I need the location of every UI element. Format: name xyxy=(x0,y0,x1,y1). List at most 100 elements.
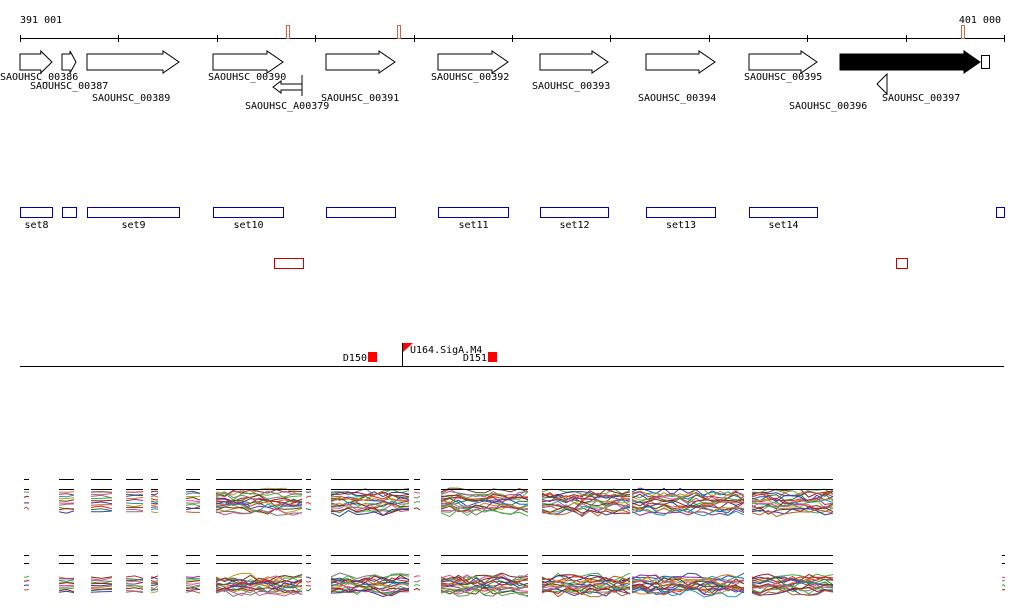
coordinate-ruler: 391 001 401 000 xyxy=(20,15,1005,42)
expression-trace xyxy=(215,496,303,505)
gene-label: SAOUHSC_00395 xyxy=(744,72,822,83)
expression-trace xyxy=(541,508,631,518)
expression-trace xyxy=(185,575,201,578)
gene-label: SAOUHSC_00397 xyxy=(882,93,960,104)
gene-label: SAOUHSC_00386 xyxy=(0,72,78,83)
gene-set-label: set13 xyxy=(666,220,696,231)
expression-trace xyxy=(125,587,144,590)
expression-trace xyxy=(215,489,303,497)
expression-trace xyxy=(151,590,159,593)
gene-arrow[interactable] xyxy=(86,50,180,74)
expression-trace xyxy=(90,493,113,496)
gene-set-box[interactable] xyxy=(213,207,284,218)
probe-flag[interactable] xyxy=(403,343,413,352)
expression-trace xyxy=(185,511,200,513)
expression-trace xyxy=(90,501,113,505)
gene-set-box[interactable] xyxy=(438,207,509,218)
gene-label: SAOUHSC_00390 xyxy=(208,72,286,83)
gene-label: SAOUHSC_00389 xyxy=(92,93,170,104)
expression-trace xyxy=(413,495,421,499)
gene-set-box[interactable] xyxy=(326,207,396,218)
expression-trace xyxy=(125,580,144,583)
expression-trace xyxy=(440,587,529,595)
expression-trace xyxy=(330,581,410,590)
gene-set-label: set12 xyxy=(559,220,589,231)
gene-end-box xyxy=(981,55,990,69)
expression-trace xyxy=(215,498,303,508)
gene-arrow[interactable] xyxy=(539,50,609,74)
expression-trace xyxy=(440,507,529,516)
gene-arrow[interactable] xyxy=(748,50,818,74)
expression-trace xyxy=(440,579,529,587)
expression-trace xyxy=(150,588,159,592)
expression-trace xyxy=(185,588,201,592)
expression-trace xyxy=(58,507,75,511)
expression-trace xyxy=(90,585,113,588)
expression-trace xyxy=(59,587,75,590)
expression-trace xyxy=(90,589,113,592)
expression-trace xyxy=(751,586,834,594)
expression-trace xyxy=(90,508,113,512)
ruler-marker xyxy=(961,25,965,39)
expression-trace xyxy=(90,584,113,587)
expression-trace xyxy=(185,590,201,594)
expression-trace xyxy=(185,585,201,590)
expression-trace xyxy=(125,590,144,594)
expression-trace xyxy=(541,500,631,510)
expression-trace xyxy=(185,584,201,587)
expression-trace xyxy=(185,582,201,585)
gene-set-box[interactable] xyxy=(646,207,716,218)
gene-set-box[interactable] xyxy=(996,207,1005,218)
expression-trace xyxy=(330,493,410,502)
expression-trace xyxy=(90,579,113,582)
extra-feature-box[interactable] xyxy=(274,258,304,269)
expression-trace xyxy=(305,508,312,511)
expression-trace xyxy=(215,506,303,514)
expression-trace xyxy=(125,575,144,579)
expression-track-upper xyxy=(23,479,834,518)
gene-set-label: set9 xyxy=(121,220,145,231)
expression-trace xyxy=(125,585,144,589)
expression-trace xyxy=(90,577,113,581)
gene-arrow[interactable] xyxy=(19,49,53,75)
gene-arrow[interactable] xyxy=(645,50,716,74)
gene-arrow[interactable] xyxy=(325,50,396,74)
ruler-marker xyxy=(286,25,290,39)
expression-trace xyxy=(125,578,144,582)
expression-trace xyxy=(751,575,834,583)
expression-trace xyxy=(58,588,75,593)
gene-arrow[interactable] xyxy=(437,50,509,74)
gene-arrow[interactable] xyxy=(839,50,981,74)
gene-arrow[interactable] xyxy=(212,50,284,74)
gene-label: SAOUHSC_00387 xyxy=(30,81,108,92)
probe-marker[interactable] xyxy=(368,352,377,362)
expression-trace xyxy=(413,584,421,587)
expression-trace xyxy=(631,574,745,584)
expression-trace xyxy=(150,508,159,511)
probe-marker[interactable] xyxy=(488,352,497,362)
gene-set-box[interactable] xyxy=(20,207,53,218)
gene-label: SAOUHSC_00391 xyxy=(321,93,399,104)
expression-trace xyxy=(150,583,159,586)
expression-trace xyxy=(413,587,421,591)
expression-trace xyxy=(215,580,303,589)
expression-trace xyxy=(125,504,144,508)
gene-arrow[interactable] xyxy=(876,72,888,96)
expression-trace xyxy=(440,498,529,507)
expression-trace xyxy=(150,490,159,493)
ruler-marker xyxy=(397,25,401,39)
expression-trace xyxy=(751,507,834,516)
extra-feature-box[interactable] xyxy=(896,258,908,269)
expression-trace xyxy=(751,509,834,518)
gene-set-box[interactable] xyxy=(749,207,818,218)
expression-trace xyxy=(58,499,75,502)
gene-set-box[interactable] xyxy=(540,207,609,218)
expression-trace xyxy=(150,511,159,513)
expression-trace xyxy=(185,580,201,583)
gene-set-box[interactable] xyxy=(62,207,77,218)
gene-arrow[interactable] xyxy=(61,50,77,74)
gene-set-box[interactable] xyxy=(87,207,180,218)
gene-arrow[interactable] xyxy=(272,80,303,94)
